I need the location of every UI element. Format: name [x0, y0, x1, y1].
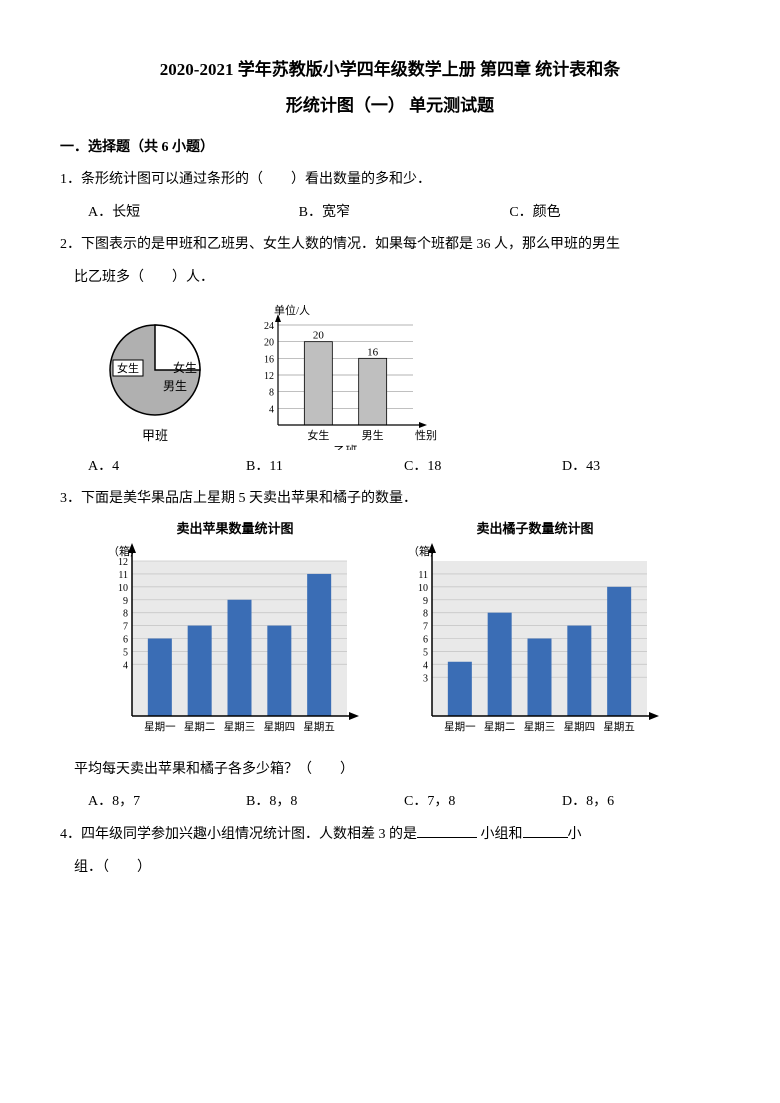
svg-text:星期一: 星期一	[444, 721, 476, 733]
question-2-figures: 女生女生男生甲班 单位/人481216202420女生16男生性别乙班	[90, 300, 720, 450]
svg-text:7: 7	[123, 621, 128, 632]
svg-text:男生: 男生	[163, 379, 187, 393]
svg-text:卖出苹果数量统计图: 卖出苹果数量统计图	[176, 521, 293, 536]
svg-text:3: 3	[423, 673, 428, 684]
question-2-text-line2: 比乙班多（ ）人．	[74, 265, 720, 292]
question-3-options: A．8，7 B．8，8 C．7，8 D．8，6	[88, 789, 720, 816]
svg-text:性别: 性别	[415, 428, 437, 442]
q1-option-a: A．长短	[88, 200, 299, 227]
svg-text:星期五: 星期五	[603, 721, 635, 733]
q4-text-a: 4．四年级同学参加兴趣小组情况统计图．人数相差 3 的是	[60, 827, 417, 842]
svg-text:10: 10	[418, 583, 428, 594]
svg-text:5: 5	[423, 647, 428, 658]
svg-text:24: 24	[264, 321, 274, 332]
q4-text-mid: 小组和	[477, 827, 523, 842]
svg-text:11: 11	[418, 570, 428, 581]
q1-option-c: C．颜色	[509, 200, 720, 227]
svg-text:6: 6	[423, 634, 428, 645]
svg-text:甲班: 甲班	[142, 428, 168, 443]
q3-option-d: D．8，6	[562, 789, 720, 816]
svg-text:4: 4	[269, 404, 274, 415]
svg-text:乙班: 乙班	[333, 444, 357, 450]
svg-text:单位/人: 单位/人	[274, 303, 310, 317]
svg-text:星期二: 星期二	[184, 721, 216, 733]
svg-text:男生: 男生	[362, 428, 384, 442]
question-2-text-line1: 2．下图表示的是甲班和乙班男、女生人数的情况．如果每个班都是 36 人，那么甲班…	[60, 232, 720, 259]
question-4-line2: 组．（ ）	[74, 855, 720, 882]
svg-text:20: 20	[264, 337, 274, 348]
question-2-options: A．4 B．11 C．18 D．43	[88, 454, 720, 481]
svg-text:12: 12	[264, 371, 274, 382]
svg-text:16: 16	[367, 346, 379, 358]
q4-text-b: 小	[568, 827, 582, 842]
q2-pie-chart: 女生 女生男生甲班	[90, 310, 220, 450]
q4-blank-2	[523, 823, 568, 838]
svg-text:星期四: 星期四	[264, 721, 296, 733]
svg-text:8: 8	[423, 608, 428, 619]
svg-text:16: 16	[264, 354, 274, 365]
svg-text:20: 20	[313, 329, 325, 341]
page-title-line2: 形统计图（一） 单元测试题	[60, 90, 720, 122]
svg-text:星期三: 星期三	[524, 721, 556, 733]
svg-text:8: 8	[269, 387, 274, 398]
svg-text:星期二: 星期二	[484, 721, 516, 733]
q3-option-b: B．8，8	[246, 789, 404, 816]
svg-text:6: 6	[123, 634, 128, 645]
svg-text:女生: 女生	[117, 361, 139, 375]
q2-option-d: D．43	[562, 454, 720, 481]
svg-text:（箱）: （箱）	[108, 544, 141, 558]
svg-text:星期三: 星期三	[224, 721, 256, 733]
question-1-options: A．长短 B．宽窄 C．颜色	[88, 200, 720, 227]
svg-text:卖出橘子数量统计图: 卖出橘子数量统计图	[476, 521, 593, 536]
svg-text:星期四: 星期四	[564, 721, 596, 733]
section-1-heading: 一．选择题（共 6 小题）	[60, 135, 720, 162]
q2-option-b: B．11	[246, 454, 404, 481]
svg-text:10: 10	[118, 583, 128, 594]
question-3-figures: 卖出苹果数量统计图（箱）456789101112星期一星期二星期三星期四星期五 …	[100, 521, 720, 751]
svg-text:9: 9	[123, 596, 128, 607]
svg-text:7: 7	[423, 621, 428, 632]
q3-apples-chart: 卖出苹果数量统计图 （箱） 4 5 6 7 89 10 11 12 星期一星期二星期三星期四星期五	[100, 521, 370, 751]
q2-option-c: C．18	[404, 454, 562, 481]
svg-text:4: 4	[423, 660, 428, 671]
q3-oranges-chart: 卖出橘子数量统计图 （箱） 3 4 5 6 7 89 10 11 星期一星期二星期三星期四星期五	[400, 521, 670, 751]
page-title-line1: 2020-2021 学年苏教版小学四年级数学上册 第四章 统计表和条	[60, 54, 720, 86]
q1-option-b: B．宽窄	[299, 200, 510, 227]
svg-text:11: 11	[118, 570, 128, 581]
svg-text:5: 5	[123, 647, 128, 658]
svg-text:女生: 女生	[307, 428, 329, 442]
q3-option-a: A．8，7	[88, 789, 246, 816]
svg-text:星期一: 星期一	[144, 721, 176, 733]
question-3-text: 3．下面是美华果品店上星期 5 天卖出苹果和橘子的数量．	[60, 486, 720, 513]
svg-text:4: 4	[123, 660, 128, 671]
svg-text:9: 9	[423, 596, 428, 607]
q2-bar-chart: 单位/人 4 8 12 16 20 24 20 女生 16 男生 性别乙班	[240, 300, 440, 450]
question-3-ask: 平均每天卖出苹果和橘子各多少箱？（ ）	[74, 757, 720, 784]
q2-option-a: A．4	[88, 454, 246, 481]
question-1-text: 1．条形统计图可以通过条形的（ ）看出数量的多和少．	[60, 167, 720, 194]
q3-option-c: C．7，8	[404, 789, 562, 816]
svg-text:8: 8	[123, 608, 128, 619]
svg-text:女生: 女生	[173, 360, 197, 375]
question-4-line1: 4．四年级同学参加兴趣小组情况统计图．人数相差 3 的是 小组和 小	[60, 822, 720, 849]
svg-text:星期五: 星期五	[303, 721, 335, 733]
svg-text:（箱）: （箱）	[408, 544, 441, 558]
q4-blank-1	[417, 823, 477, 838]
svg-text:12: 12	[118, 557, 128, 568]
